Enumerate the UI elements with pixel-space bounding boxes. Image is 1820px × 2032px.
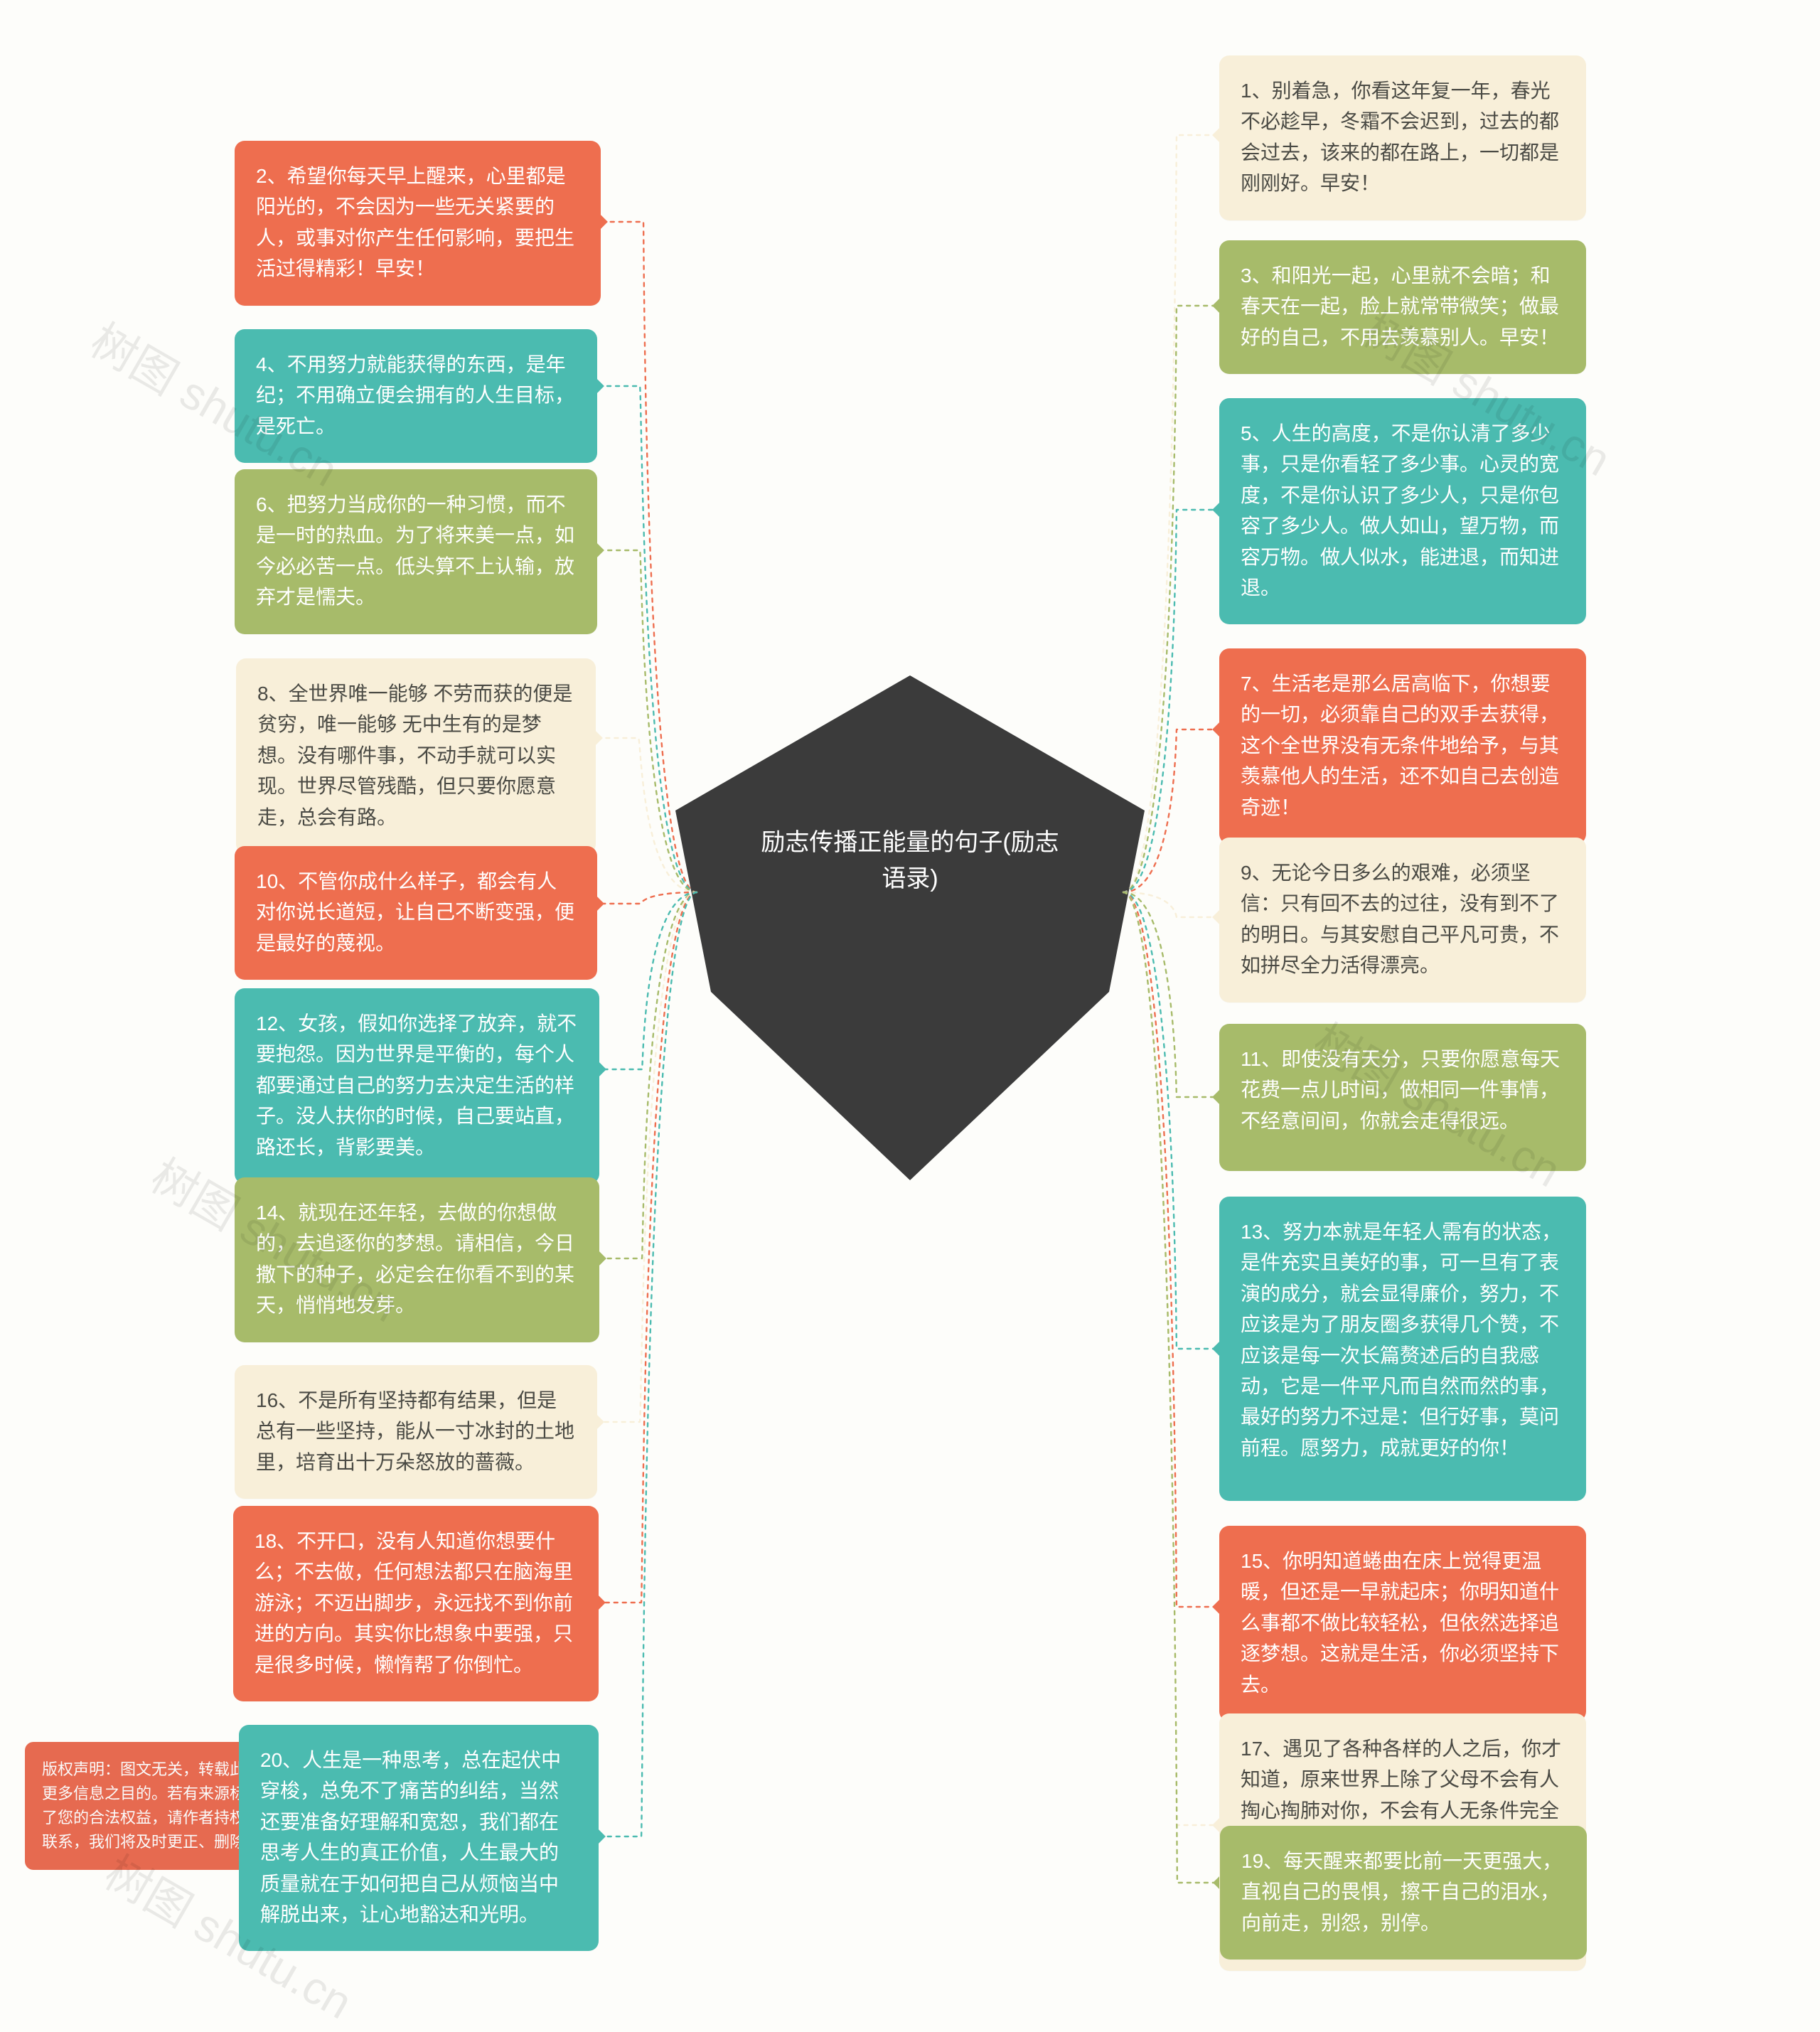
connector-n14 <box>599 892 697 1258</box>
node-n2: 2、希望你每天早上醒来，心里都是阳光的，不会因为一些无关紧要的人，或事对你产生任… <box>235 141 601 306</box>
connector-n1 <box>1123 135 1219 892</box>
node-text: 3、和阳光一起，心里就不会暗；和春天在一起，脸上就常带微笑；做最好的自己，不用去… <box>1241 264 1559 348</box>
connector-n18 <box>599 892 697 1603</box>
node-text: 8、全世界唯一能够 不劳而获的便是贫穷，唯一能够 无中生有的是梦想。没有哪件事，… <box>257 683 572 828</box>
connector-n9 <box>1123 892 1219 917</box>
center-title: 励志传播正能量的句子(励志语录) <box>761 825 1059 897</box>
node-n16: 16、不是所有坚持都有结果，但是总有一些坚持，能从一寸冰封的土地里，培育出十万朵… <box>235 1365 597 1499</box>
node-text: 5、人生的高度，不是你认清了多少事，只是你看轻了多少事。心灵的宽度，不是你认识了… <box>1241 422 1559 599</box>
node-text: 15、你明知道蜷曲在床上觉得更温暖，但还是一早就起床；你明知道什么事都不做比较轻… <box>1241 1550 1559 1696</box>
node-text: 2、希望你每天早上醒来，心里都是阳光的，不会因为一些无关紧要的人，或事对你产生任… <box>256 165 574 279</box>
node-n5: 5、人生的高度，不是你认清了多少事，只是你看轻了多少事。心灵的宽度，不是你认识了… <box>1219 398 1586 624</box>
node-text: 19、每天醒来都要比前一天更强大，直视自己的畏惧，擦干自己的泪水，向前走，别怨，… <box>1241 1850 1562 1934</box>
node-n14: 14、就现在还年轻，去做的你想做的，去追逐你的梦想。请相信，今日撒下的种子，必定… <box>235 1177 599 1342</box>
node-text: 14、就现在还年轻，去做的你想做的，去追逐你的梦想。请相信，今日撒下的种子，必定… <box>256 1202 574 1316</box>
connector-n11 <box>1123 892 1219 1097</box>
node-n13: 13、努力本就是年轻人需有的状态，是件充实且美好的事，可一旦有了表演的成分，就会… <box>1219 1197 1586 1501</box>
node-text: 10、不管你成什么样子，都会有人对你说长道短，让自己不断变强，便是最好的蔑视。 <box>256 870 574 954</box>
node-text: 9、无论今日多么的艰难，必须坚信：只有回不去的过往，没有到不了的明日。与其安慰自… <box>1241 862 1559 976</box>
connector-n7 <box>1123 729 1219 892</box>
connector-n15 <box>1123 892 1219 1607</box>
node-text: 16、不是所有坚持都有结果，但是总有一些坚持，能从一寸冰封的土地里，培育出十万朵… <box>256 1389 574 1473</box>
center-diamond <box>675 675 1145 1180</box>
connector-n3 <box>1123 306 1219 892</box>
node-n11: 11、即使没有天分，只要你愿意每天花费一点儿时间，做相同一件事情，不经意间间，你… <box>1219 1024 1586 1171</box>
connector-n13 <box>1123 892 1219 1349</box>
connector-n6 <box>597 550 697 892</box>
node-n9: 9、无论今日多么的艰难，必须坚信：只有回不去的过往，没有到不了的明日。与其安慰自… <box>1219 838 1586 1002</box>
node-n15: 15、你明知道蜷曲在床上觉得更温暖，但还是一早就起床；你明知道什么事都不做比较轻… <box>1219 1526 1586 1721</box>
node-text: 11、即使没有天分，只要你愿意每天花费一点儿时间，做相同一件事情，不经意间间，你… <box>1241 1048 1560 1132</box>
node-n18: 18、不开口，没有人知道你想要什么；不去做，任何想法都只在脑海里游泳；不迈出脚步… <box>233 1506 599 1701</box>
connector-n8 <box>596 738 697 892</box>
node-n19: 19、每天醒来都要比前一天更强大，直视自己的畏惧，擦干自己的泪水，向前走，别怨，… <box>1220 1826 1587 1959</box>
connector-n20 <box>599 892 697 1836</box>
node-n20: 20、人生是一种思考，总在起伏中穿梭，总免不了痛苦的纠结，当然还要准备好理解和宽… <box>239 1725 599 1951</box>
connector-n17 <box>1123 892 1219 1825</box>
node-text: 20、人生是一种思考，总在起伏中穿梭，总免不了痛苦的纠结，当然还要准备好理解和宽… <box>260 1749 561 1925</box>
node-text: 1、别着急，你看这年复一年，春光不必趁早，冬霜不会迟到，过去的都会过去，该来的都… <box>1241 80 1559 194</box>
node-text: 13、努力本就是年轻人需有的状态，是件充实且美好的事，可一旦有了表演的成分，就会… <box>1241 1221 1561 1459</box>
node-text: 6、把努力当成你的一种习惯，而不是一时的热血。为了将来美一点，如今必必苦一点。低… <box>256 493 574 608</box>
node-n10: 10、不管你成什么样子，都会有人对你说长道短，让自己不断变强，便是最好的蔑视。 <box>235 846 597 980</box>
node-n6: 6、把努力当成你的一种习惯，而不是一时的热血。为了将来美一点，如今必必苦一点。低… <box>235 469 597 634</box>
node-text: 4、不用努力就能获得的东西，是年纪；不用确立便会拥有的人生目标，是死亡。 <box>256 353 574 437</box>
connector-n19 <box>1123 892 1220 1883</box>
node-text: 7、生活老是那么居高临下，你想要的一切，必须靠自己的双手去获得，这个全世界没有无… <box>1241 673 1559 818</box>
connector-n2 <box>601 222 697 892</box>
node-text: 18、不开口，没有人知道你想要什么；不去做，任何想法都只在脑海里游泳；不迈出脚步… <box>255 1530 573 1676</box>
connector-n10 <box>597 892 697 904</box>
node-n1: 1、别着急，你看这年复一年，春光不必趁早，冬霜不会迟到，过去的都会过去，该来的都… <box>1219 55 1586 220</box>
node-n7: 7、生活老是那么居高临下，你想要的一切，必须靠自己的双手去获得，这个全世界没有无… <box>1219 648 1586 844</box>
connector-n5 <box>1123 510 1219 892</box>
node-n12: 12、女孩，假如你选择了放弃，就不要抱怨。因为世界是平衡的，每个人都要通过自己的… <box>235 988 599 1184</box>
node-n4: 4、不用努力就能获得的东西，是年纪；不用确立便会拥有的人生目标，是死亡。 <box>235 329 597 463</box>
connector-n12 <box>599 892 697 1069</box>
node-n3: 3、和阳光一起，心里就不会暗；和春天在一起，脸上就常带微笑；做最好的自己，不用去… <box>1219 240 1586 374</box>
node-text: 12、女孩，假如你选择了放弃，就不要抱怨。因为世界是平衡的，每个人都要通过自己的… <box>256 1012 577 1158</box>
connector-n16 <box>597 892 697 1422</box>
node-n8: 8、全世界唯一能够 不劳而获的便是贫穷，唯一能够 无中生有的是梦想。没有哪件事，… <box>236 658 596 854</box>
connector-n4 <box>597 386 697 892</box>
